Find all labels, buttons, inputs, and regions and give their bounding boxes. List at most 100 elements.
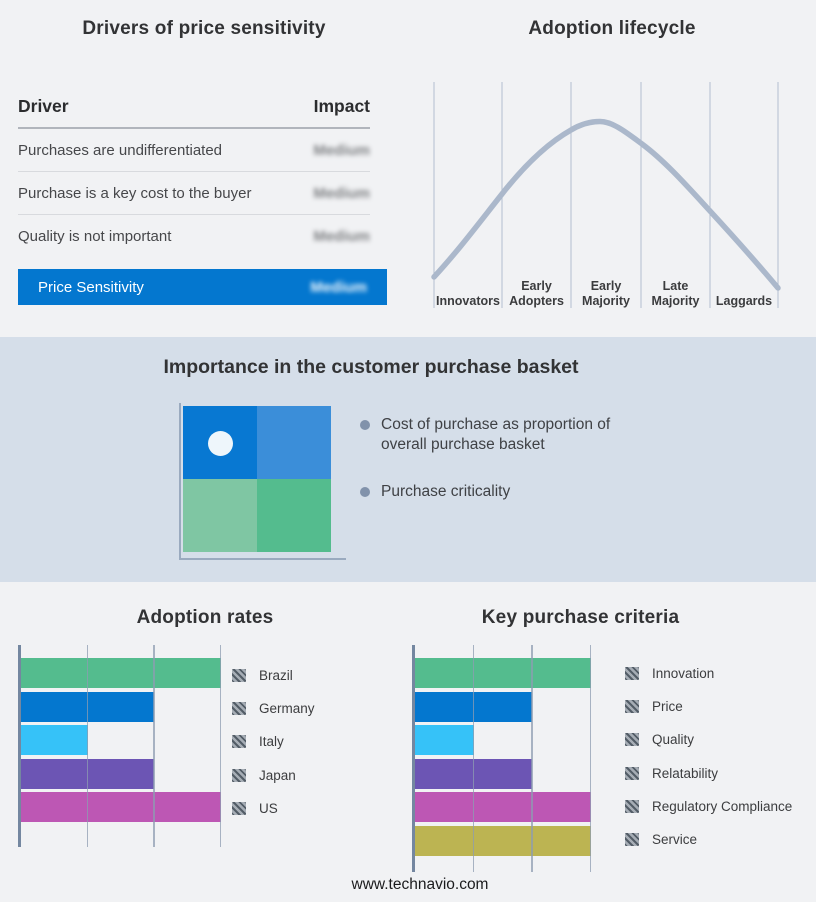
- stage-label: Early Majority: [582, 279, 630, 308]
- stage-label: Innovators: [436, 293, 500, 308]
- bar-italy: [21, 725, 88, 755]
- table-row: Purchases are undifferentiated Medium: [18, 129, 370, 172]
- legend-label: Italy: [259, 734, 284, 750]
- legend-label: Regulatory Compliance: [652, 799, 793, 815]
- legend-swatch-hatch-icon: [625, 666, 639, 680]
- legend-item: Innovation: [625, 658, 792, 688]
- legend-label: US: [259, 801, 278, 817]
- legend-item: Price: [625, 691, 792, 721]
- legend-swatch-hatch-icon: [625, 833, 639, 847]
- adoption-rates-legend: Brazil Germany Italy Japan US: [232, 660, 315, 827]
- impact-column-header: Impact: [313, 96, 370, 116]
- quadrant-bottom-left: [183, 479, 257, 552]
- gridline: [220, 645, 222, 847]
- driver-cell: Purchases are undifferentiated: [18, 141, 223, 159]
- legend-label: Brazil: [259, 667, 293, 683]
- quadrant-x-axis: [179, 558, 346, 560]
- purchase-basket-title: Importance in the customer purchase bask…: [163, 356, 579, 378]
- quadrant-y-axis: [179, 403, 181, 560]
- legend-swatch-hatch-icon: [625, 699, 639, 713]
- gridline: [153, 645, 155, 847]
- bullet-text: Cost of purchase as proportion of overal…: [381, 416, 611, 454]
- footer: www.technavio.com: [22, 876, 816, 894]
- legend-swatch-hatch-icon: [625, 766, 639, 780]
- quadrant-marker-dot: [208, 431, 233, 456]
- lifecycle-gridlines: [433, 82, 779, 308]
- legend-swatch-hatch-icon: [625, 733, 639, 747]
- legend-label: Relatability: [652, 765, 719, 781]
- gridline: [472, 645, 475, 872]
- stage-label: Laggards: [715, 293, 773, 308]
- adoption-rates-title: Adoption rates: [136, 607, 274, 628]
- bullet-item: Purchase criticality: [360, 482, 635, 502]
- legend-item: Japan: [232, 760, 315, 790]
- legend-label: Innovation: [652, 665, 715, 681]
- gridline: [86, 645, 89, 847]
- price-sensitivity-summary-row: Price Sensitivity Medium: [18, 269, 387, 305]
- impact-cell-redacted: Medium: [313, 184, 370, 202]
- legend-swatch-hatch-icon: [625, 800, 639, 814]
- driver-column-header: Driver: [18, 96, 69, 116]
- legend-swatch-hatch-icon: [232, 768, 246, 782]
- legend-label: Quality: [652, 732, 695, 748]
- key-purchase-criteria-plot: [412, 645, 592, 872]
- bar-innovation: [415, 658, 591, 688]
- legend-label: Japan: [259, 767, 296, 783]
- bar-us: [21, 792, 221, 822]
- legend-item: Quality: [625, 725, 792, 755]
- gridline: [531, 645, 533, 872]
- key-purchase-criteria-title: Key purchase criteria: [481, 607, 680, 628]
- bar-service: [415, 825, 591, 856]
- quadrant-top-right: [257, 406, 331, 479]
- adoption-rates-plot: [18, 645, 222, 847]
- bullet-text: Purchase criticality: [381, 482, 511, 500]
- impact-cell-redacted: Medium: [313, 228, 370, 245]
- drivers-table: Driver Impact Purchases are undifferenti…: [18, 96, 370, 258]
- summary-row-label: Price Sensitivity: [38, 278, 144, 296]
- gridline: [590, 645, 592, 872]
- bullet-icon: [360, 420, 370, 430]
- impact-cell-redacted: Medium: [313, 141, 370, 159]
- bar-brazil: [21, 658, 221, 688]
- legend-swatch-hatch-icon: [232, 802, 246, 816]
- driver-cell: Quality is not important: [18, 228, 172, 245]
- bullet-item: Cost of purchase as proportion of overal…: [360, 415, 635, 456]
- bar-regulatory-compliance: [415, 792, 591, 822]
- bullet-icon: [360, 486, 370, 497]
- legend-swatch-hatch-icon: [232, 668, 246, 682]
- quadrant-matrix: [183, 406, 331, 552]
- legend-item: Germany: [232, 693, 315, 723]
- stage-label: Early Adopters: [509, 279, 564, 308]
- purchase-basket-bullets: Cost of purchase as proportion of overal…: [360, 415, 635, 528]
- legend-item: Relatability: [625, 758, 792, 788]
- bars-group: [415, 645, 591, 856]
- quadrant-bottom-right: [257, 479, 331, 552]
- legend-swatch-hatch-icon: [232, 701, 246, 715]
- legend-label: Service: [652, 832, 698, 848]
- lifecycle-svg: [431, 82, 781, 308]
- legend-label: Price: [652, 698, 683, 714]
- bars-group: [21, 645, 221, 822]
- table-row: Quality is not important Medium: [18, 215, 370, 258]
- key-purchase-criteria-legend: Innovation Price Quality Relatability Regula…: [625, 658, 792, 858]
- driver-cell: Purchase is a key cost to the buyer: [18, 184, 252, 202]
- adoption-lifecycle-chart: Innovators Early Adopters Early Majority La…: [408, 0, 816, 337]
- drivers-table-title: Drivers of price sensitivity: [82, 18, 326, 39]
- drivers-table-rows: Purchases are undifferentiated Medium Purc…: [18, 129, 370, 258]
- legend-item: Regulatory Compliance: [625, 792, 792, 822]
- bell-curve: [431, 118, 781, 291]
- legend-label: Germany: [259, 700, 315, 716]
- table-row: Purchase is a key cost to the buyer Mediu…: [18, 172, 370, 215]
- summary-row-impact-value: Medium: [310, 278, 367, 296]
- stage-label: Late Majority: [651, 279, 700, 308]
- legend-item: Brazil: [232, 660, 315, 690]
- purchase-basket-band: [0, 337, 816, 582]
- bar-quality: [415, 725, 474, 755]
- footer-url-link[interactable]: www.technavio.com: [351, 876, 489, 893]
- drivers-table-header: Driver Impact: [18, 96, 370, 129]
- legend-item: Service: [625, 825, 792, 855]
- legend-item: US: [232, 794, 315, 824]
- legend-swatch-hatch-icon: [232, 735, 246, 749]
- lifecycle-title: Adoption lifecycle: [528, 18, 696, 39]
